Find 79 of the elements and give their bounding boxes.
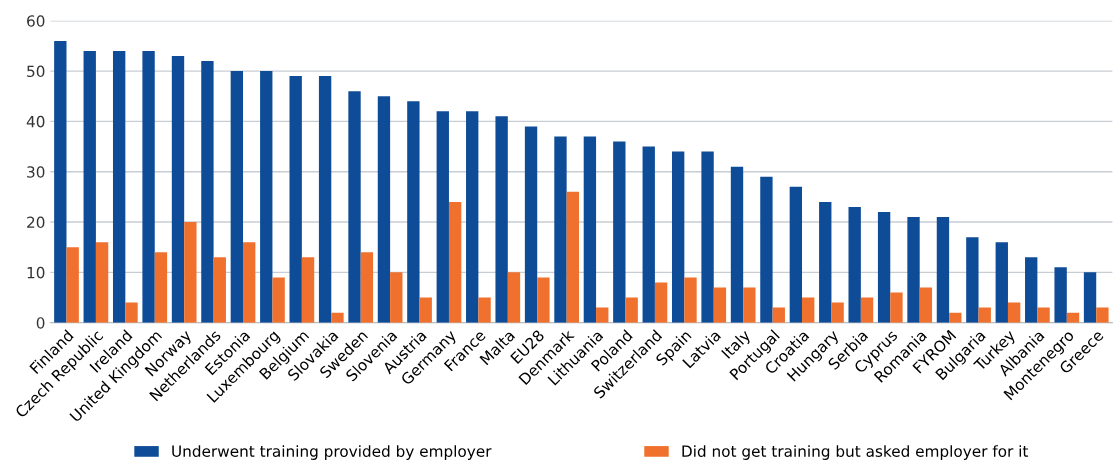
bar — [907, 217, 920, 323]
bar — [583, 136, 597, 323]
bar — [524, 126, 538, 323]
bar — [802, 297, 815, 323]
bar — [213, 257, 226, 323]
bar — [1054, 267, 1067, 323]
bar — [125, 302, 138, 323]
bar — [66, 247, 79, 323]
bar — [360, 252, 374, 323]
bar — [1096, 307, 1109, 323]
bar — [789, 186, 803, 323]
bar — [154, 252, 168, 323]
bar — [318, 76, 332, 323]
bar — [289, 76, 302, 323]
bar — [537, 277, 550, 323]
bar — [1037, 307, 1050, 323]
y-tick-label: 10 — [27, 266, 45, 279]
bar — [654, 282, 668, 323]
bar — [448, 201, 462, 323]
y-tick-label: 40 — [26, 115, 45, 128]
bar — [331, 312, 344, 323]
bar — [348, 91, 361, 323]
bar — [831, 302, 844, 323]
bar — [772, 307, 785, 323]
bar — [613, 141, 626, 323]
bar — [860, 297, 874, 323]
bar — [112, 50, 126, 323]
y-tick-label: 20 — [27, 216, 45, 229]
bar — [95, 242, 109, 323]
bar — [54, 40, 67, 323]
bar — [407, 101, 420, 323]
bar — [701, 151, 714, 323]
bar — [919, 287, 933, 323]
legend-label: Underwent training provided by employer — [172, 445, 492, 460]
bar — [184, 222, 197, 323]
bar — [966, 237, 979, 323]
bar — [466, 111, 479, 323]
bar — [507, 272, 521, 323]
bar — [142, 50, 155, 323]
y-tick-label: 60 — [27, 15, 45, 27]
bar — [1025, 257, 1038, 323]
bar — [390, 272, 403, 323]
bar — [377, 96, 391, 323]
bar — [730, 166, 744, 323]
bar — [83, 50, 96, 323]
bar — [1007, 302, 1021, 323]
bar — [272, 277, 285, 323]
bar — [819, 201, 832, 323]
bar — [478, 297, 491, 323]
legend-label: Did not get training but asked employer for it — [682, 445, 1029, 460]
bar — [713, 287, 727, 323]
bar — [201, 61, 214, 323]
bar — [978, 307, 991, 323]
bar — [684, 277, 697, 323]
bar — [419, 297, 432, 323]
bar — [642, 146, 655, 323]
bar — [230, 71, 244, 323]
bar — [890, 292, 903, 323]
bar — [596, 307, 609, 323]
y-tick-label: 0 — [36, 317, 45, 329]
bar — [760, 176, 773, 323]
bar — [625, 297, 638, 323]
bar — [260, 71, 273, 323]
bar — [243, 242, 256, 323]
bar — [436, 111, 449, 323]
y-tick-label: 50 — [27, 65, 45, 78]
bar — [995, 242, 1008, 323]
bar — [554, 136, 567, 323]
y-tick-label: 30 — [27, 166, 45, 178]
bar — [848, 206, 861, 323]
bar — [671, 151, 685, 323]
bar — [495, 116, 508, 323]
bar — [1083, 272, 1097, 323]
bar — [301, 257, 315, 323]
bar — [743, 287, 756, 323]
bar — [936, 217, 950, 323]
bar — [171, 55, 185, 323]
bar — [566, 191, 580, 323]
bar — [877, 211, 891, 323]
